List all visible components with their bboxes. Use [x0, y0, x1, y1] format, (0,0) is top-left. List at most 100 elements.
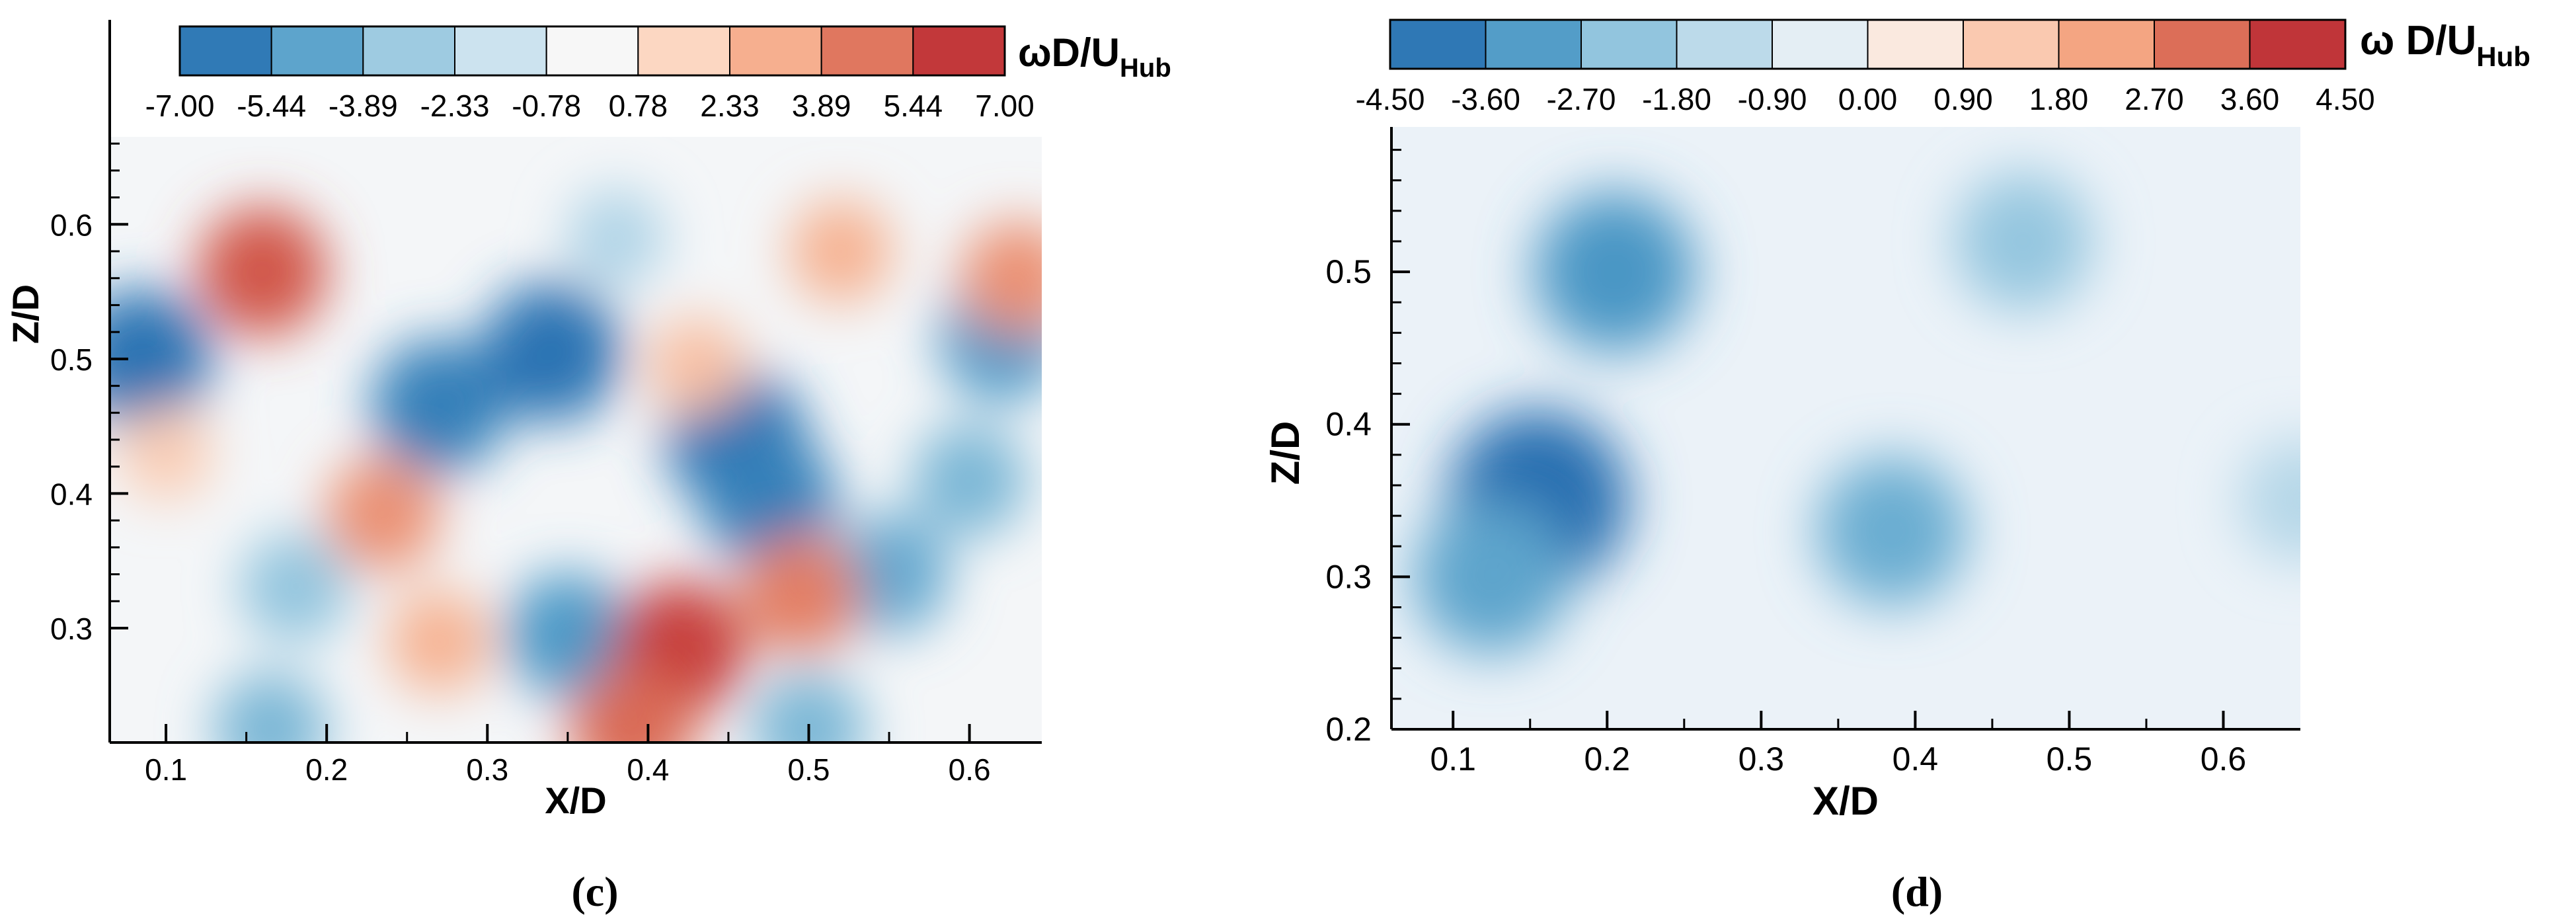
- vorticity-feature: [740, 534, 861, 655]
- colorbar-cell: [270, 26, 364, 76]
- colorbar-cell: [1772, 19, 1869, 69]
- colorbar-cell: [179, 26, 272, 76]
- colorbar-c: -7.00 -5.44 -3.89 -2.33 -0.78 0.78 2.33 3.89 5.4…: [145, 25, 1171, 123]
- y-tick-label: 0.2: [1325, 711, 1372, 748]
- colorbar-d-frame: [1389, 19, 2347, 70]
- x-tick-label: 0.3: [1738, 741, 1785, 778]
- x-tick-label: 0.4: [627, 752, 669, 787]
- vorticity-feature: [119, 406, 213, 501]
- colorbar-tick-label: -7.00: [145, 89, 215, 123]
- colorbar-cell: [2058, 19, 2155, 69]
- vorticity-feature: [1414, 499, 1569, 655]
- colorbar-tick-label: -0.78: [512, 89, 581, 123]
- colorbar-c-title: ωD/UHub: [1018, 30, 1171, 83]
- colorbar-tick-label: 3.60: [2220, 82, 2280, 116]
- colorbar-cell: [820, 26, 914, 76]
- axes-c: 0.1 0.2 0.3 0.4 0.5 0.6 0.3 0.4 0.5 0.6: [50, 20, 1042, 787]
- colorbar-tick-label: 2.33: [700, 89, 760, 123]
- colorbar-tick-label: -3.60: [1451, 82, 1520, 116]
- vorticity-feature: [240, 533, 350, 643]
- x-axis-label-c: X/D: [545, 780, 606, 821]
- vorticity-feature: [569, 666, 695, 742]
- panel-d: -4.50 -3.60 -2.70 -1.80 -0.90 0.00 0.90 1.80 2.7…: [1263, 18, 2530, 915]
- x-tick-label: 0.6: [2201, 741, 2247, 778]
- colorbar-d-title: ω D/UHub: [2360, 18, 2530, 72]
- y-tick-label: 0.6: [50, 208, 93, 242]
- y-tick-label: 0.5: [50, 342, 93, 377]
- colorbar-tick-label: 7.00: [975, 89, 1034, 123]
- vorticity-feature: [789, 199, 893, 303]
- vorticity-feature: [481, 282, 622, 422]
- colorbar-cell: [362, 26, 455, 76]
- colorbar-tick-label: 3.89: [792, 89, 851, 123]
- colorbar-tick-label: -2.70: [1547, 82, 1616, 116]
- vorticity-feature: [387, 589, 491, 694]
- vorticity-feature: [325, 456, 440, 571]
- colorbar-cell: [912, 26, 1006, 76]
- y-axis-label-d: Z/D: [1263, 421, 1308, 485]
- vorticity-feature: [213, 672, 328, 742]
- x-tick-label: 0.1: [145, 752, 187, 787]
- vorticity-feature: [1816, 456, 1967, 606]
- colorbar-d: -4.50 -3.60 -2.70 -1.80 -0.90 0.00 0.90 1.80 2.7…: [1356, 18, 2530, 116]
- vorticity-feature: [505, 572, 631, 698]
- vorticity-feature: [197, 206, 328, 337]
- x-tick-label: 0.3: [466, 752, 508, 787]
- colorbar-cell: [1676, 19, 1773, 69]
- colorbar-cell: [1963, 19, 2060, 69]
- y-tick-label: 0.3: [1325, 558, 1372, 595]
- colorbar-c-ticks: -7.00 -5.44 -3.89 -2.33 -0.78 0.78 2.33 3.89 5.4…: [145, 89, 1034, 123]
- vorticity-feature: [912, 422, 1027, 538]
- x-tick-label: 0.1: [1430, 741, 1476, 778]
- colorbar-cell: [1389, 19, 1487, 69]
- colorbar-tick-label: 0.00: [1838, 82, 1898, 116]
- colorbar-cell: [2154, 19, 2251, 69]
- colorbar-cell: [454, 26, 547, 76]
- panel-c: -7.00 -5.44 -3.89 -2.33 -0.78 0.78 2.33 3.89 5.4…: [5, 20, 1171, 915]
- colorbar-tick-label: -1.80: [1642, 82, 1711, 116]
- colorbar-tick-label: 2.70: [2125, 82, 2184, 116]
- y-tick-label: 0.4: [1325, 406, 1372, 443]
- heatmap-d: [1391, 127, 2300, 729]
- x-tick-label: 0.5: [788, 752, 830, 787]
- colorbar-tick-label: -0.90: [1738, 82, 1807, 116]
- x-tick-label: 0.6: [949, 752, 991, 787]
- colorbar-tick-label: -4.50: [1356, 82, 1425, 116]
- vorticity-feature: [1534, 191, 1696, 352]
- x-tick-label: 0.5: [2047, 741, 2093, 778]
- colorbar-cell: [729, 26, 822, 76]
- colorbar-tick-label: -2.33: [420, 89, 490, 123]
- colorbar-tick-label: -5.44: [237, 89, 306, 123]
- vorticity-feature: [566, 188, 666, 288]
- vorticity-feature: [2238, 438, 2300, 563]
- colorbar-cell: [637, 26, 730, 76]
- axes-d: 0.1 0.2 0.3 0.4 0.5 0.6 0.2 0.3 0.4 0.5: [1325, 127, 2300, 778]
- colorbar-tick-label: 1.80: [2029, 82, 2089, 116]
- colorbar-cell: [1581, 19, 1678, 69]
- panel-label-c: (c): [571, 868, 618, 915]
- colorbar-cell: [545, 26, 639, 76]
- vorticity-feature: [646, 316, 746, 415]
- colorbar-tick-label: 4.50: [2316, 82, 2375, 116]
- vorticity-feature: [701, 432, 836, 568]
- vorticity-feature: [110, 288, 212, 429]
- y-axis-label-c: Z/D: [5, 284, 46, 344]
- colorbar-cell: [1485, 19, 1582, 69]
- colorbar-d-ticks: -4.50 -3.60 -2.70 -1.80 -0.90 0.00 0.90 1.80 2.7…: [1356, 82, 2375, 116]
- y-tick-label: 0.4: [50, 477, 93, 511]
- x-tick-label: 0.2: [1584, 741, 1631, 778]
- colorbar-tick-label: 0.78: [609, 89, 668, 123]
- x-tick-label: 0.2: [305, 752, 348, 787]
- vorticity-feature: [371, 338, 507, 474]
- colorbar-c-frame: [178, 25, 1006, 77]
- vorticity-feature: [752, 672, 866, 742]
- colorbar-tick-label: 5.44: [884, 89, 943, 123]
- x-tick-label: 0.4: [1893, 741, 1939, 778]
- vorticity-feature: [1954, 172, 2092, 311]
- y-tick-label: 0.5: [1325, 253, 1372, 290]
- colorbar-tick-label: 0.90: [1933, 82, 1993, 116]
- colorbar-cell: [1867, 19, 1964, 69]
- x-axis-label-d: X/D: [1813, 779, 1879, 823]
- heatmap-c: [110, 137, 1042, 742]
